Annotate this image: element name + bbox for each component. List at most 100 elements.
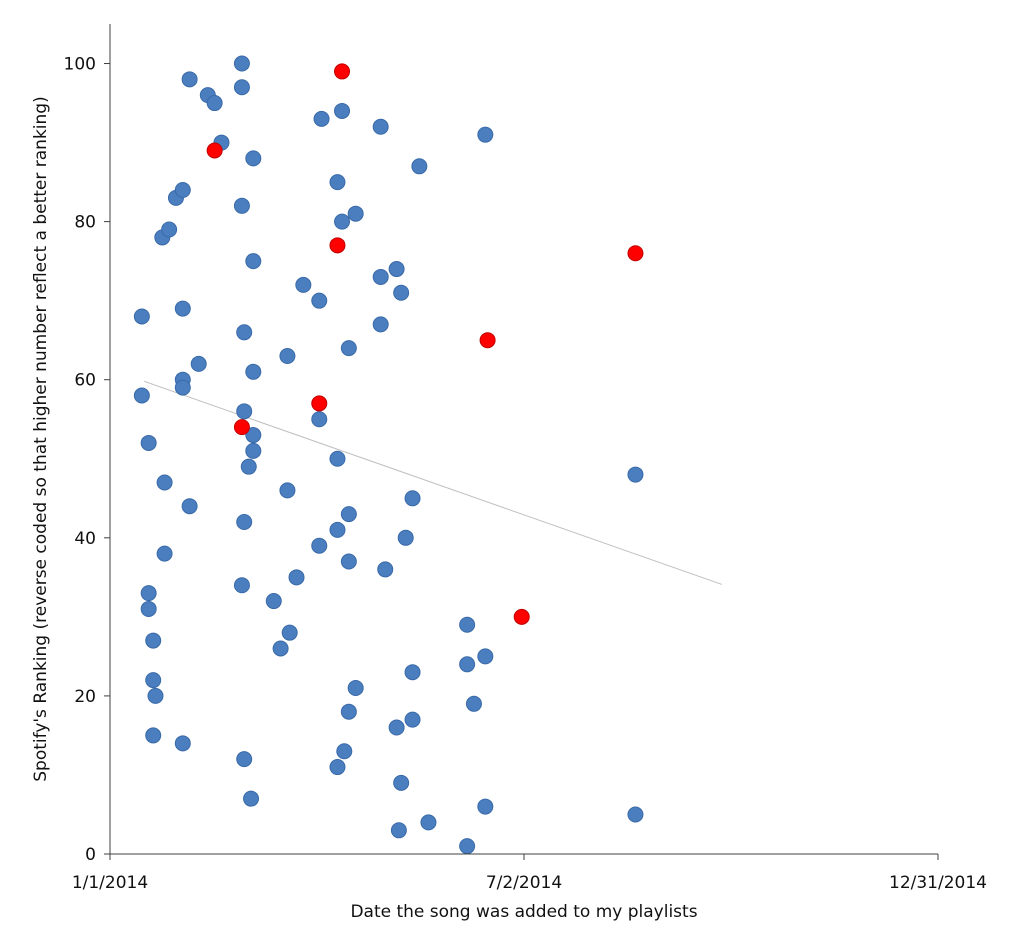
data-point-blue xyxy=(279,348,296,364)
data-point-blue xyxy=(372,268,389,285)
data-point-blue xyxy=(340,553,357,570)
y-tick-label: 100 xyxy=(64,55,96,75)
data-point-blue xyxy=(459,656,476,673)
data-point-blue xyxy=(245,253,262,270)
data-point-blue xyxy=(174,735,191,752)
data-point-blue xyxy=(420,814,437,831)
data-point-blue xyxy=(329,521,346,538)
y-tick-label: 20 xyxy=(74,687,96,707)
data-point-blue xyxy=(233,577,250,594)
trendline xyxy=(143,380,723,585)
data-point-red xyxy=(233,419,250,436)
data-point-blue xyxy=(174,379,191,396)
data-point-blue xyxy=(161,221,178,238)
data-point-red xyxy=(513,608,530,625)
x-tick-label: 1/1/2014 xyxy=(72,873,148,893)
x-axis-ticks: 1/1/2014 7/2/2014 12/31/2014 xyxy=(72,854,987,893)
data-point-blue xyxy=(181,71,198,88)
data-point-blue xyxy=(279,482,296,499)
y-tick-label: 60 xyxy=(74,371,96,391)
data-point-blue xyxy=(340,340,357,357)
data-point-blue xyxy=(240,458,257,475)
data-point-blue xyxy=(404,711,421,728)
data-point-blue xyxy=(236,514,253,530)
data-point-blue xyxy=(233,79,250,96)
data-point-red xyxy=(206,142,223,159)
data-point-blue xyxy=(347,680,364,696)
data-point-blue xyxy=(459,838,476,855)
data-point-blue xyxy=(295,276,312,293)
x-axis-title: Date the song was added to my playlists xyxy=(350,902,697,922)
data-point-blue xyxy=(245,363,262,380)
data-point-blue xyxy=(404,664,421,681)
y-tick-label: 80 xyxy=(74,213,96,233)
data-point-blue xyxy=(233,197,250,214)
data-point-blue xyxy=(288,569,305,586)
data-point-blue xyxy=(236,751,253,768)
data-point-red xyxy=(627,245,644,262)
y-tick-label: 0 xyxy=(85,845,96,865)
data-point-blue xyxy=(174,182,191,198)
data-point-blue xyxy=(477,648,494,665)
x-tick-label: 12/31/2014 xyxy=(889,873,987,893)
x-tick-label: 7/2/2014 xyxy=(486,873,562,893)
data-point-blue xyxy=(334,102,351,119)
data-point-blue xyxy=(393,774,410,791)
data-point-blue xyxy=(206,95,223,112)
series-blue xyxy=(133,55,644,855)
data-point-blue xyxy=(181,498,198,515)
data-points-layer xyxy=(133,55,644,855)
data-point-blue xyxy=(145,672,162,689)
data-point-blue xyxy=(145,632,162,649)
data-point-blue xyxy=(147,687,164,704)
data-point-blue xyxy=(245,150,262,167)
data-point-red xyxy=(311,395,328,412)
data-point-blue xyxy=(390,822,407,839)
data-point-blue xyxy=(397,529,414,546)
data-point-blue xyxy=(272,640,289,657)
data-point-blue xyxy=(340,506,357,523)
data-point-blue xyxy=(133,308,150,325)
data-point-blue xyxy=(243,790,260,807)
data-point-blue xyxy=(329,759,346,776)
data-point-blue xyxy=(388,261,405,278)
data-point-blue xyxy=(236,403,253,420)
data-point-red xyxy=(329,237,346,254)
data-point-blue xyxy=(174,300,191,317)
data-point-blue xyxy=(329,450,346,467)
data-point-blue xyxy=(140,434,157,451)
data-point-blue xyxy=(334,213,351,230)
data-point-blue xyxy=(340,703,357,720)
data-point-blue xyxy=(311,292,328,309)
data-point-blue xyxy=(388,719,405,736)
data-point-red xyxy=(334,63,351,80)
data-point-blue xyxy=(336,743,353,760)
data-point-blue xyxy=(140,585,157,602)
data-point-blue xyxy=(372,316,389,333)
series-red xyxy=(206,63,644,625)
y-tick-label: 40 xyxy=(74,529,96,549)
data-point-blue xyxy=(140,600,157,617)
data-point-blue xyxy=(245,427,262,444)
data-point-blue xyxy=(156,474,173,491)
y-axis-ticks: 0 20 40 60 80 100 xyxy=(64,55,110,865)
data-point-blue xyxy=(477,798,494,815)
trendline-layer xyxy=(143,380,723,585)
data-point-blue xyxy=(233,55,250,72)
data-point-blue xyxy=(313,110,330,127)
data-point-blue xyxy=(133,387,150,404)
data-point-blue xyxy=(477,126,494,143)
data-point-blue xyxy=(459,616,476,633)
data-point-blue xyxy=(145,727,162,744)
data-point-blue xyxy=(190,355,207,372)
data-point-blue xyxy=(281,624,298,641)
data-point-blue xyxy=(329,174,346,191)
data-point-blue xyxy=(372,118,389,135)
data-point-red xyxy=(479,332,496,349)
data-point-blue xyxy=(411,158,428,175)
data-point-blue xyxy=(311,411,328,428)
data-point-blue xyxy=(311,537,328,554)
data-point-blue xyxy=(236,324,253,341)
data-point-blue xyxy=(377,561,394,578)
